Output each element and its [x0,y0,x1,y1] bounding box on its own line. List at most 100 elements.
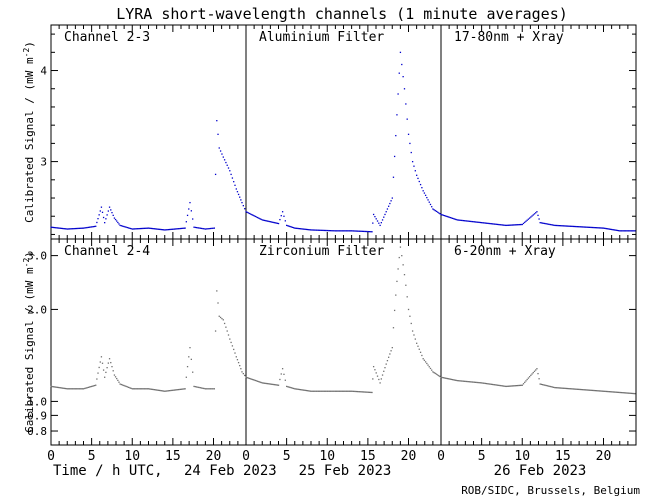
data-point [564,225,566,227]
data-point [544,222,546,225]
data-point [184,388,186,390]
x-tick-label: 20 [596,449,612,464]
data-point [52,386,55,388]
data-point [266,382,268,385]
data-point [387,356,390,358]
data-point [178,388,180,391]
data-point [248,377,251,380]
data-point [294,227,296,229]
data-point [371,231,373,233]
data-point [135,388,137,390]
data-point [156,228,158,230]
data-point [138,388,140,390]
data-point [460,219,462,221]
data-point [601,390,604,392]
data-point [283,373,285,375]
data-point [376,375,379,377]
data-point [57,227,59,229]
data-point [223,159,226,161]
data-point [429,367,432,370]
data-point [157,389,159,391]
data-point [176,228,178,230]
data-point [113,217,116,219]
data-point [462,219,465,222]
data-point [595,227,598,229]
data-point [427,364,429,366]
data-point [463,220,466,222]
data-point [433,209,435,211]
data-point [85,387,87,389]
data-point [277,222,280,225]
data-point [582,226,584,228]
data-point [573,388,576,390]
data-point [389,353,391,355]
data-point [406,118,408,120]
data-point [158,228,160,230]
data-point [590,226,592,229]
data-point [270,383,273,385]
data-point [136,388,138,390]
data-point [561,225,563,227]
data-point [209,227,212,230]
data-point [189,346,191,349]
data-point [316,390,318,392]
data-point [219,316,222,319]
data-point [93,384,96,387]
data-point [585,389,587,391]
data-point [443,377,446,379]
data-point [137,228,139,230]
data-point [528,376,531,378]
data-point [548,385,550,387]
data-point [139,227,142,230]
data-point [214,173,217,176]
data-point [86,387,88,389]
data-point [135,228,137,230]
data-point [372,222,374,224]
data-point [550,386,552,388]
data-point [545,223,547,225]
data-point [494,384,496,386]
data-point [229,170,231,172]
data-point [381,219,384,221]
data-point [432,208,434,210]
data-point [100,206,103,208]
data-point [541,222,544,224]
data-point [104,376,106,378]
data-point [211,388,213,390]
data-point [524,381,526,383]
data-point [82,227,85,229]
data-point [236,191,239,193]
data-point [78,227,80,230]
data-point [378,222,380,224]
data-point [551,386,554,388]
data-point [332,390,334,392]
data-point [213,227,216,229]
x-tick-label: 15 [360,449,376,464]
data-point [541,383,544,386]
data-point [125,385,127,388]
data-point [598,390,600,392]
data-point [462,380,465,382]
data-point [334,230,337,232]
data-point [578,388,580,391]
data-point [370,391,372,394]
data-point [222,156,224,158]
data-point [482,222,484,224]
data-point [514,224,516,226]
data-point [327,229,329,232]
x-axis-day-1: 24 Feb 2023 [184,463,277,479]
data-point [192,371,194,373]
data-point [186,214,189,217]
data-point [443,214,446,217]
data-point [401,63,403,66]
data-point [474,381,477,383]
data-point [626,230,628,232]
data-point [591,389,593,392]
data-point [432,371,434,373]
data-point [615,391,617,393]
data-point [405,284,407,286]
data-point [365,391,367,393]
data-point [311,390,313,392]
data-point [514,385,516,387]
data-point [164,229,166,231]
